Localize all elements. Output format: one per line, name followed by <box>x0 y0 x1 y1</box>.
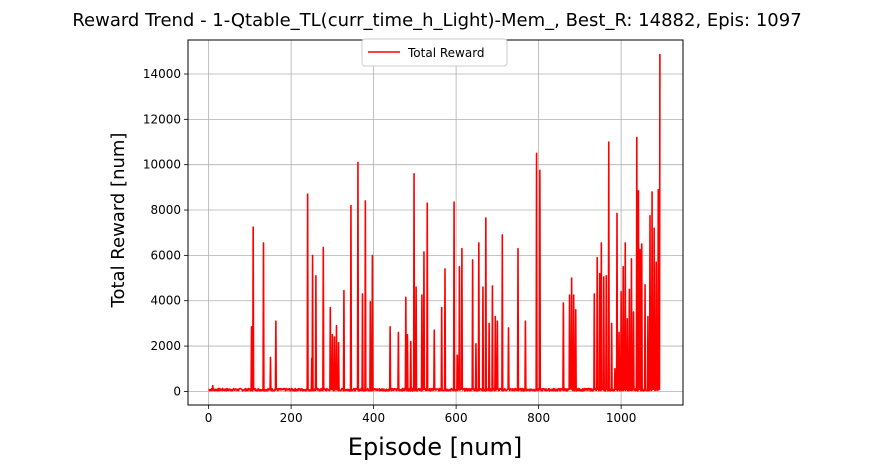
legend-box <box>361 38 508 67</box>
x-axis-label: Episode [num] <box>348 433 522 461</box>
x-tick-label: 400 <box>362 411 385 425</box>
x-tick-label: 800 <box>527 411 550 425</box>
tick-layer: 0 200 400 600 800 100002000400060008000100001… <box>143 67 637 425</box>
legend-label: Total Reward <box>407 46 485 60</box>
y-tick-label: 14000 <box>143 67 181 81</box>
y-axis-label: Total Reward [num] <box>108 133 129 309</box>
y-tick-label: 10000 <box>143 158 181 172</box>
y-tick-label: 4000 <box>150 294 181 308</box>
x-tick-label: 0 <box>205 411 213 425</box>
x-tick-label: 200 <box>280 411 303 425</box>
x-tick-label: 600 <box>445 411 468 425</box>
y-tick-label: 6000 <box>150 248 181 262</box>
y-tick-label: 8000 <box>150 203 181 217</box>
y-tick-label: 2000 <box>150 339 181 353</box>
grid-lines <box>188 40 683 405</box>
legend: Total Reward <box>361 38 508 67</box>
y-tick-label: 0 <box>173 384 181 398</box>
y-tick-label: 12000 <box>143 112 181 126</box>
x-tick-label: 1000 <box>606 411 637 425</box>
series-line-total-reward <box>208 54 661 392</box>
series-layer <box>208 54 661 392</box>
chart-title: Reward Trend - 1-Qtable_TL(curr_time_h_L… <box>72 10 801 31</box>
